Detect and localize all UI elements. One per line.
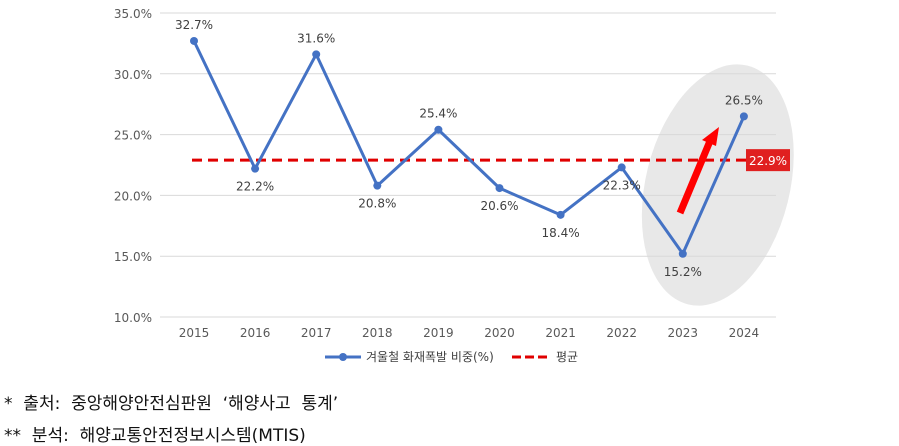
data-label: 31.6% xyxy=(297,31,335,45)
y-tick-label: 10.0% xyxy=(114,311,152,325)
x-tick-label: 2021 xyxy=(545,326,576,340)
data-point xyxy=(251,164,260,173)
trend-arrow-head xyxy=(702,127,719,146)
data-label: 22.3% xyxy=(603,178,641,192)
data-point xyxy=(495,184,504,193)
data-point xyxy=(312,50,321,59)
y-tick-label: 15.0% xyxy=(114,250,152,264)
data-label: 22.2% xyxy=(236,180,274,194)
x-tick-label: 2023 xyxy=(668,326,699,340)
data-point xyxy=(190,36,198,45)
data-label: 20.6% xyxy=(480,199,518,213)
y-tick-label: 30.0% xyxy=(114,68,152,82)
x-tick-label: 2016 xyxy=(240,326,271,340)
x-tick-label: 2018 xyxy=(362,326,393,340)
data-label: 20.8% xyxy=(358,197,396,211)
average-label: 22.9% xyxy=(749,154,787,168)
trend-arrow-shaft xyxy=(676,139,714,215)
y-tick-label: 35.0% xyxy=(114,7,152,21)
legend-series-label: 겨울철 화재폭발 비중(%) xyxy=(366,350,494,364)
y-tick-label: 20.0% xyxy=(114,189,152,203)
highlight-ellipse xyxy=(641,64,794,306)
data-label: 15.2% xyxy=(664,265,702,279)
series-line xyxy=(192,40,746,256)
x-tick-label: 2019 xyxy=(423,326,454,340)
legend-average-label: 평균 xyxy=(556,350,578,364)
legend-series-marker xyxy=(339,353,347,361)
data-label: 32.7% xyxy=(175,18,213,32)
footnote-analysis: ** 분석: 해양교통안전정보시스템(MTIS) xyxy=(4,426,306,446)
average-label-box xyxy=(746,149,790,172)
x-tick-label: 2015 xyxy=(179,326,210,340)
data-point xyxy=(617,163,626,172)
data-label: 26.5% xyxy=(725,93,763,107)
x-tick-label: 2020 xyxy=(484,326,515,340)
data-label: 25.4% xyxy=(419,107,457,121)
y-tick-label: 25.0% xyxy=(114,129,152,143)
x-tick-label: 2024 xyxy=(729,326,760,340)
data-point xyxy=(373,181,382,190)
data-point xyxy=(434,125,443,134)
line-chart: 10.0% 15.0% 20.0% 25.0% 30.0% 35.0% 2015 2016 20… xyxy=(114,7,794,364)
footnote-source: * 출처: 중앙해양안전심판원 ‘해양사고 통계’ xyxy=(4,394,339,414)
data-point xyxy=(556,210,565,219)
x-tick-label: 2017 xyxy=(301,326,332,340)
data-point xyxy=(678,249,687,258)
data-label: 18.4% xyxy=(542,226,580,240)
data-point xyxy=(739,112,748,121)
x-tick-label: 2022 xyxy=(606,326,637,340)
